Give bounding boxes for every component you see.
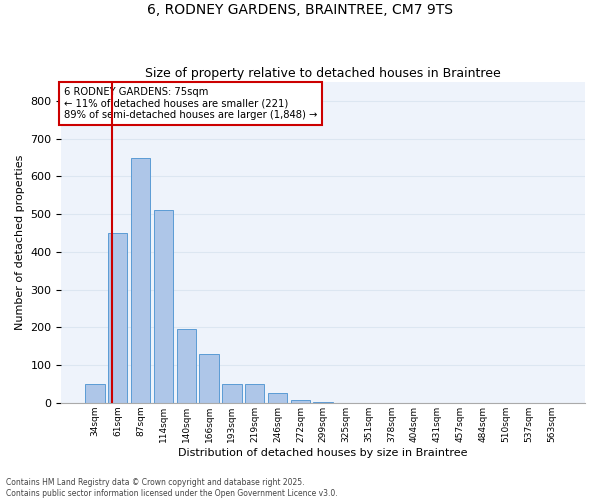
Bar [85,384,104,403]
Bar [108,233,127,403]
Bar [131,158,150,403]
Text: 6 RODNEY GARDENS: 75sqm
← 11% of detached houses are smaller (221)
89% of semi-d: 6 RODNEY GARDENS: 75sqm ← 11% of detache… [64,87,317,120]
X-axis label: Distribution of detached houses by size in Braintree: Distribution of detached houses by size … [178,448,468,458]
Bar [154,210,173,403]
Text: 6, RODNEY GARDENS, BRAINTREE, CM7 9TS: 6, RODNEY GARDENS, BRAINTREE, CM7 9TS [147,2,453,16]
Bar [176,329,196,403]
Bar [313,402,333,403]
Bar [268,394,287,403]
Text: Contains HM Land Registry data © Crown copyright and database right 2025.
Contai: Contains HM Land Registry data © Crown c… [6,478,338,498]
Y-axis label: Number of detached properties: Number of detached properties [15,154,25,330]
Title: Size of property relative to detached houses in Braintree: Size of property relative to detached ho… [145,66,501,80]
Bar [245,384,265,403]
Bar [222,384,242,403]
Bar [199,354,219,403]
Bar [290,400,310,403]
